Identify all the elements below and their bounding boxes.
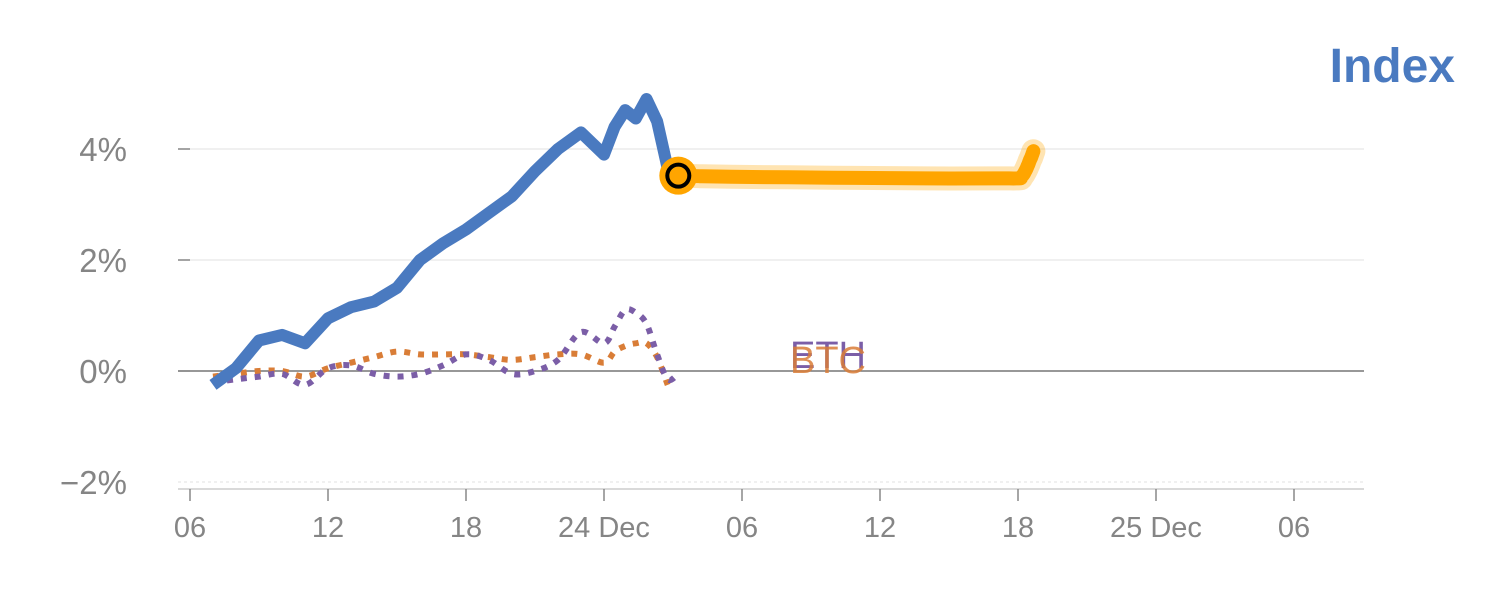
y-tick-label-1: 0% [79,353,127,390]
x-tick-label-4: 06 [726,512,758,544]
eth-line [212,306,681,388]
grid-layer [178,148,1364,483]
forecast-line [671,144,1041,186]
x-tick-label-6: 18 [1002,512,1034,544]
current-marker [665,162,692,189]
marker-layer [659,156,698,195]
x-tick-label-8: 06 [1278,512,1310,544]
series-layer [209,93,1046,390]
x-tick-label-0: 06 [174,512,206,544]
y-tick-label-2: 2% [79,242,127,279]
series-label-eth: ETH [790,335,866,377]
axis-layer: −2% 0% 2% 4% 06 12 18 24 Dec 06 12 18 25 Dec 06 [60,131,1364,544]
y-tick-label-3: 4% [79,131,127,168]
x-tick-label-3: 24 Dec [558,512,650,544]
legend-title: Index [1330,40,1456,93]
index-line [209,93,682,390]
x-tick-label-2: 18 [450,512,482,544]
series-label-btc: BTC [790,340,866,382]
x-tick-label-7: 25 Dec [1110,512,1202,544]
x-tick-label-5: 12 [864,512,896,544]
y-tick-label-0: −2% [60,464,127,501]
x-tick-label-1: 12 [312,512,344,544]
